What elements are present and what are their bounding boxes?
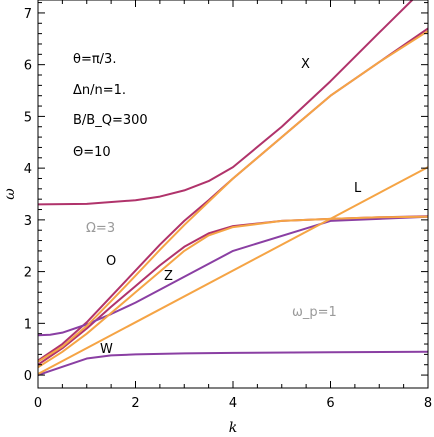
mode-label-w: W xyxy=(100,342,113,357)
annotation-density: Δn/n=1. xyxy=(73,83,126,98)
series-line-exact-1 xyxy=(37,27,429,362)
x-axis-label: k xyxy=(229,420,237,436)
x-tick-label: 8 xyxy=(424,396,432,411)
annotation-temperature: Θ=10 xyxy=(73,145,111,160)
y-tick-label: 2 xyxy=(24,266,32,281)
x-tick-label: 4 xyxy=(229,396,237,411)
reference-label-cyclotron: Ω=3 xyxy=(86,221,115,236)
x-tick-label: 0 xyxy=(34,396,42,411)
y-tick-label: 1 xyxy=(24,317,32,332)
plot-area xyxy=(37,0,429,377)
series-line-exact-4 xyxy=(37,350,429,377)
y-tick-label: 0 xyxy=(24,369,32,384)
y-tick-label: 3 xyxy=(24,214,32,229)
y-tick-label: 4 xyxy=(24,162,32,177)
mode-label-l: L xyxy=(354,181,362,196)
x-tick-label: 2 xyxy=(131,396,139,411)
mode-label-o: O xyxy=(106,254,116,269)
annotation-field: B/B_Q=300 xyxy=(73,113,148,128)
reference-label-plasma: ω_p=1 xyxy=(292,305,337,320)
series-line-approx-6 xyxy=(37,215,429,369)
y-tick-label: 5 xyxy=(24,110,32,125)
y-tick-label: 6 xyxy=(24,59,32,74)
y-tick-label: 7 xyxy=(24,7,32,22)
x-tick-label: 6 xyxy=(326,396,334,411)
y-axis-label: ω xyxy=(2,188,18,200)
axes-ticks: 0 2 4 6 8 0 1 2 3 4 5 6 7 xyxy=(24,0,432,411)
series-line-approx-5 xyxy=(37,30,429,363)
series-line-approx-7 xyxy=(37,166,429,375)
plot-frame xyxy=(37,0,429,389)
annotation-theta: θ=π/3. xyxy=(73,52,116,67)
series-line-exact-0 xyxy=(37,0,414,206)
mode-label-z: Z xyxy=(164,269,173,284)
mode-label-x: X xyxy=(301,57,310,72)
